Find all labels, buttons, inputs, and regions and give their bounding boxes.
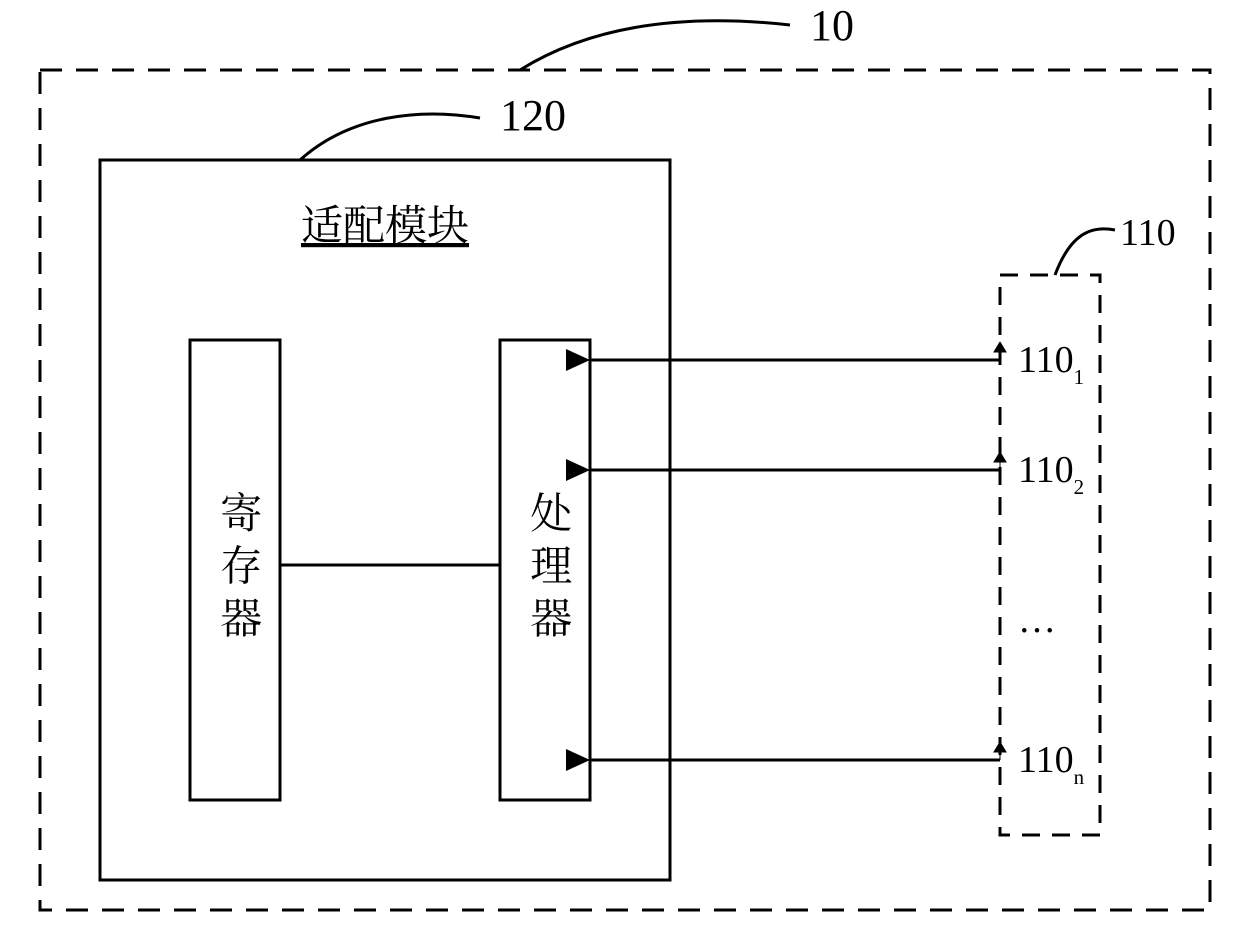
port-item-label-0: 1101 xyxy=(1018,339,1084,389)
port-item-label-2: … xyxy=(1018,599,1056,641)
ref-label-ports: 110 xyxy=(1120,212,1176,254)
port-antenna-icon-0 xyxy=(994,342,1006,360)
leader-system xyxy=(520,21,790,70)
port-antenna-icon-1 xyxy=(994,452,1006,470)
register-label: 寄存器 xyxy=(211,491,271,649)
ref-label-adapter: 120 xyxy=(500,91,566,140)
leader-ports xyxy=(1055,229,1115,275)
leader-adapter xyxy=(300,114,480,160)
ref-label-system: 10 xyxy=(810,1,854,50)
adapter-title: 适配模块 xyxy=(301,193,469,253)
adapter-module-box xyxy=(100,160,670,880)
port-item-label-3: 110n xyxy=(1018,739,1085,789)
port-item-label-1: 1102 xyxy=(1018,449,1084,499)
processor-label: 处理器 xyxy=(521,491,581,649)
port-antenna-icon-3 xyxy=(994,742,1006,760)
